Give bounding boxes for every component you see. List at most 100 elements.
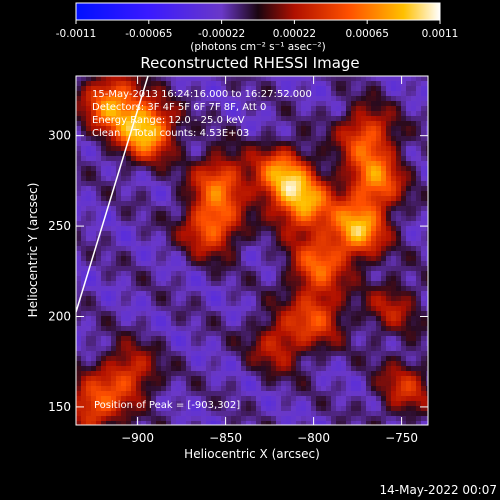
heatmap-cell: [281, 146, 287, 152]
heatmap-cell: [186, 126, 192, 132]
heatmap-cell: [191, 316, 197, 322]
heatmap-cell: [201, 251, 207, 257]
heatmap-cell: [371, 206, 377, 212]
heatmap-cell: [401, 396, 407, 402]
heatmap-cell: [216, 86, 222, 92]
heatmap-cell: [116, 331, 122, 337]
heatmap-cell: [236, 101, 242, 107]
heatmap-cell: [181, 141, 187, 147]
heatmap-cell: [381, 306, 387, 312]
heatmap-cell: [176, 171, 182, 177]
heatmap-cell: [261, 421, 267, 425]
heatmap-cell: [291, 306, 297, 312]
heatmap-cell: [181, 196, 187, 202]
heatmap-cell: [426, 281, 428, 287]
heatmap-cell: [281, 286, 287, 292]
heatmap-cell: [86, 311, 92, 317]
heatmap-cell: [396, 296, 402, 302]
heatmap-cell: [356, 186, 362, 192]
heatmap-cell: [211, 91, 217, 97]
heatmap-cell: [121, 216, 127, 222]
heatmap-cell: [301, 341, 307, 347]
heatmap-cell: [221, 341, 227, 347]
heatmap-cell: [296, 361, 302, 367]
heatmap-cell: [291, 331, 297, 337]
heatmap-cell: [96, 411, 102, 417]
heatmap-cell: [121, 246, 127, 252]
heatmap-cell: [306, 81, 312, 87]
heatmap-cell: [416, 226, 422, 232]
heatmap-cell: [226, 306, 232, 312]
heatmap-cell: [246, 236, 252, 242]
heatmap-cell: [216, 411, 222, 417]
heatmap-cell: [206, 196, 212, 202]
heatmap-cell: [346, 286, 352, 292]
heatmap-cell: [426, 381, 428, 387]
heatmap-cell: [321, 376, 327, 382]
heatmap-cell: [106, 196, 112, 202]
heatmap-cell: [336, 146, 342, 152]
heatmap-cell: [381, 171, 387, 177]
heatmap-cell: [366, 366, 372, 372]
heatmap-cell: [116, 166, 122, 172]
heatmap-cell: [151, 116, 157, 122]
heatmap-cell: [116, 421, 122, 425]
heatmap-cell: [391, 96, 397, 102]
heatmap-cell: [331, 336, 337, 342]
heatmap-cell: [146, 386, 152, 392]
heatmap-cell: [406, 311, 412, 317]
heatmap-cell: [111, 226, 117, 232]
heatmap-cell: [201, 296, 207, 302]
heatmap-cell: [331, 341, 337, 347]
heatmap-cell: [366, 371, 372, 377]
heatmap-cell: [276, 261, 282, 267]
heatmap-cell: [151, 381, 157, 387]
heatmap-cell: [166, 171, 172, 177]
heatmap-cell: [191, 311, 197, 317]
heatmap-cell: [151, 321, 157, 327]
heatmap-cell: [406, 246, 412, 252]
heatmap-cell: [106, 116, 112, 122]
heatmap-cell: [246, 301, 252, 307]
heatmap-cell: [106, 281, 112, 287]
heatmap-cell: [86, 166, 92, 172]
heatmap-cell: [281, 271, 287, 277]
heatmap-cell: [256, 146, 262, 152]
heatmap-cell: [166, 161, 172, 167]
heatmap-cell: [266, 131, 272, 137]
heatmap-cell: [101, 116, 107, 122]
heatmap-cell: [76, 401, 82, 407]
heatmap-cell: [166, 406, 172, 412]
heatmap-cell: [361, 266, 367, 272]
heatmap-cell: [346, 306, 352, 312]
heatmap-cell: [321, 381, 327, 387]
heatmap-cell: [241, 226, 247, 232]
heatmap-cell: [416, 171, 422, 177]
heatmap-cell: [171, 111, 177, 117]
heatmap-cell: [211, 326, 217, 332]
heatmap-cell: [141, 171, 147, 177]
heatmap-cell: [306, 231, 312, 237]
heatmap-cell: [351, 301, 357, 307]
heatmap-cell: [131, 216, 137, 222]
heatmap-cell: [121, 301, 127, 307]
heatmap-cell: [396, 361, 402, 367]
heatmap-cell: [306, 336, 312, 342]
heatmap-cell: [366, 356, 372, 362]
heatmap-cell: [81, 326, 87, 332]
heatmap-cell: [151, 146, 157, 152]
heatmap-cell: [381, 296, 387, 302]
heatmap-cell: [96, 176, 102, 182]
heatmap-cell: [96, 301, 102, 307]
heatmap-cell: [311, 266, 317, 272]
heatmap-cell: [371, 246, 377, 252]
heatmap-cell: [186, 181, 192, 187]
heatmap-cell: [286, 421, 292, 425]
heatmap-cell: [291, 151, 297, 157]
heatmap-cell: [101, 171, 107, 177]
heatmap-cell: [131, 321, 137, 327]
heatmap-cell: [141, 336, 147, 342]
heatmap-cell: [151, 401, 157, 407]
heatmap-cell: [101, 291, 107, 297]
heatmap-cell: [221, 366, 227, 372]
